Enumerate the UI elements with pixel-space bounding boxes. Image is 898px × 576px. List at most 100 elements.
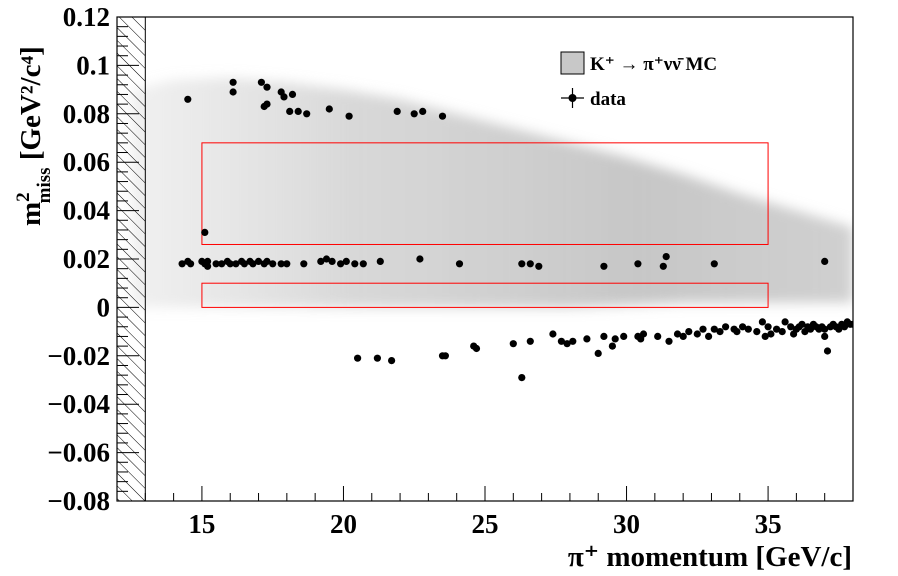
data-point [639,330,648,338]
data-point [317,257,325,265]
x-tick-label: 25 [472,509,499,539]
x-tick-label: 15 [188,509,215,539]
data-point [283,260,291,268]
data-point [328,257,336,265]
data-point [229,78,237,86]
data-point [232,260,240,268]
data-point [798,320,806,328]
data-point [240,260,248,268]
data-point [569,337,577,345]
signal-regions [201,142,769,308]
data-point [549,330,557,338]
data-point [322,255,331,263]
y-tick-label: 0.12 [63,2,110,32]
data-point [254,257,263,265]
legend-mc-swatch [560,51,585,75]
data-point [758,318,767,326]
y-axis-title-units: [GeV²/c⁴] [15,46,47,167]
data-point [277,260,285,268]
y-axis-title-sub: miss [34,167,55,203]
data-point [286,107,294,115]
data-point [821,325,829,333]
data-point [178,260,186,268]
data-points [178,78,853,382]
x-tick-label: 20 [330,509,357,539]
mc-distribution [131,77,853,308]
data-point [204,257,212,265]
data-point [744,325,752,333]
data-point [535,262,543,270]
data-point [594,349,602,357]
data-point [201,228,209,236]
data-point [342,257,350,265]
data-point [359,260,367,268]
data-point [821,257,829,265]
data-point [753,328,761,336]
data-point [767,330,775,338]
data-point [351,260,359,268]
data-point [620,332,628,340]
data-point [557,337,566,345]
data-point [354,354,362,362]
data-point [790,330,798,338]
data-point [722,323,730,331]
data-point [218,260,226,268]
y-tick-label: −0.02 [47,341,110,371]
data-point [710,260,718,268]
data-point [294,107,302,115]
data-point [634,260,642,268]
data-point [787,323,795,331]
y-tick-label: 0.04 [63,196,110,226]
data-point [472,344,481,353]
data-point [419,107,427,115]
data-point [416,255,424,263]
data-point [801,328,809,336]
mc-band [131,77,853,308]
data-point [526,260,534,268]
data-point [716,328,724,336]
data-point [288,90,297,98]
data-point [410,110,418,118]
data-point [263,83,271,91]
data-point [325,105,333,113]
data-point [778,328,786,336]
data-point [303,110,311,118]
y-axis-title-sup: 2 [13,192,34,202]
data-point [455,260,464,268]
data-point [705,332,713,340]
signal-region-2 [201,282,769,308]
data-point [509,340,517,348]
data-point [269,260,277,268]
data-point [518,374,526,382]
data-point [679,332,687,340]
data-point [373,354,381,362]
y-tick-label: 0.08 [63,99,110,129]
data-point [761,332,769,340]
y-tick-label: 0.06 [63,147,110,177]
y-tick-label: −0.04 [47,389,110,419]
data-point [229,88,237,96]
y-tick-label: −0.06 [47,438,110,468]
data-point [337,260,345,268]
x-tick-label: 35 [755,509,782,539]
data-point [710,325,718,333]
data-point [665,337,673,345]
data-point [257,78,265,86]
data-point [823,347,832,355]
data-point [226,260,234,268]
legend-mc-label: K⁺ → π⁺νν̄ MC [590,54,717,75]
data-point [187,260,195,268]
y-tick-label: −0.08 [47,486,110,516]
data-point [280,93,288,101]
data-point [563,340,571,348]
data-point [184,95,192,103]
data-point [699,325,707,333]
y-tick-label: 0.1 [76,50,110,80]
data-point [673,330,682,338]
legend-data-label: data [590,89,626,110]
signal-region-1 [201,142,769,245]
data-point [849,320,853,328]
axis-ticks: 15 20 25 30 35 −0.08 −0.06 −0.04 −0.02 0 0.02 0.04 0… [47,2,854,539]
data-point [821,332,829,340]
data-point [393,107,401,115]
